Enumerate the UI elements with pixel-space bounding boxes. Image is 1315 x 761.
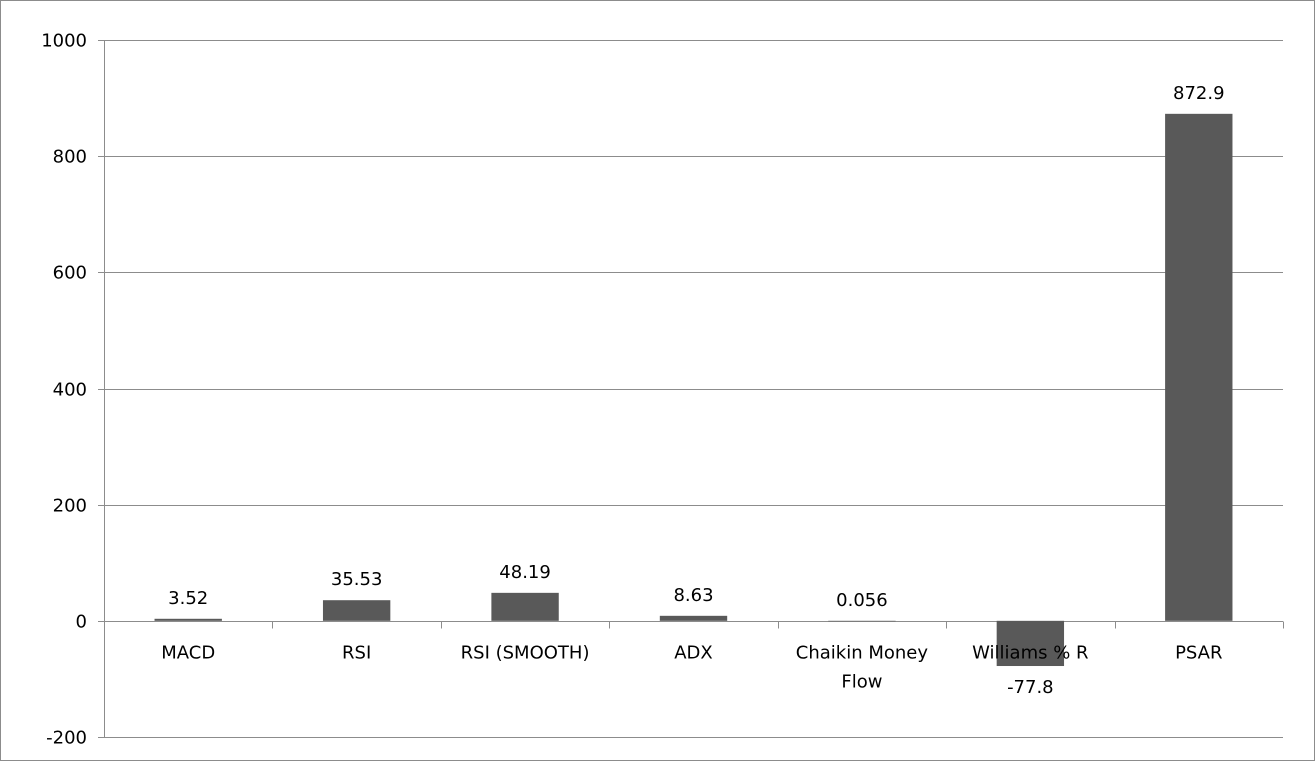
data-label: -77.8 — [1007, 677, 1054, 698]
data-label: 35.53 — [331, 569, 383, 590]
bar-williams-r — [996, 620, 1065, 667]
data-label: 0.056 — [836, 590, 888, 611]
y-tick-label: 800 — [53, 147, 87, 168]
y-tick-label: -200 — [46, 728, 87, 749]
gridlines — [104, 40, 1283, 738]
y-tick-label: 0 — [76, 612, 87, 633]
labels: -200 0 200 400 600 800 1000 3.52 MACD 35.53 RSI 48.… — [41, 31, 1224, 749]
data-label: 3.52 — [168, 588, 208, 609]
bar-rsi — [322, 600, 391, 621]
category-label: ADX — [674, 643, 713, 664]
category-label: PSAR — [1175, 643, 1222, 664]
bars — [154, 113, 1233, 667]
y-tick-label: 1000 — [41, 31, 87, 52]
bar-macd — [154, 618, 222, 621]
data-label: 48.19 — [499, 562, 551, 583]
data-label: 872.9 — [1173, 83, 1225, 104]
bar-chaikin-money-flow — [828, 620, 896, 622]
category-label: Flow — [841, 672, 882, 693]
axes — [98, 40, 1284, 738]
category-label: Williams % R — [972, 643, 1088, 664]
y-tick-label: 600 — [53, 263, 87, 284]
bar-psar — [1165, 113, 1233, 621]
bar-adx — [659, 615, 728, 621]
y-tick-label: 200 — [53, 496, 87, 517]
y-tick-label: 400 — [53, 380, 87, 401]
category-label: MACD — [161, 643, 215, 664]
category-label: RSI (SMOOTH) — [461, 643, 590, 664]
bar-rsi-smooth- — [491, 592, 559, 621]
data-label: 8.63 — [673, 585, 713, 606]
category-label: RSI — [342, 643, 371, 664]
category-label: Chaikin Money — [796, 643, 929, 664]
